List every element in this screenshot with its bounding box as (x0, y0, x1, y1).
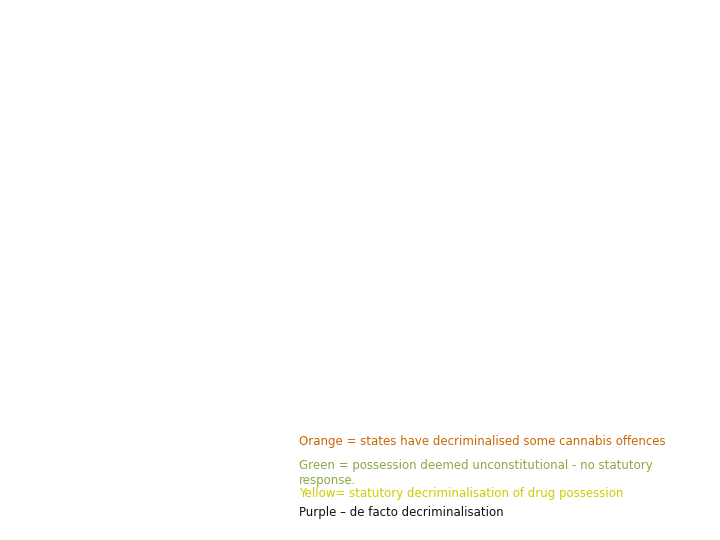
Text: Purple – de facto decriminalisation: Purple – de facto decriminalisation (299, 507, 503, 519)
Text: Orange = states have decriminalised some cannabis offences: Orange = states have decriminalised some… (299, 435, 665, 448)
Text: Green = possession deemed unconstitutional - no statutory
response.: Green = possession deemed unconstitution… (299, 459, 652, 487)
Text: Yellow= statutory decriminalisation of drug possession: Yellow= statutory decriminalisation of d… (299, 487, 624, 500)
